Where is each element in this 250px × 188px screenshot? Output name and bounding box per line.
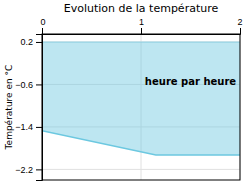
plot: 0.2 −0.6 −1.4 −2.2 0 1 2 heure par heure	[15, 17, 242, 181]
tick: 0.2	[20, 37, 42, 47]
tick-mark	[36, 84, 42, 85]
chart: 0.2 −0.6 −1.4 −2.2 0 1 2 heure par heure Evoluti…	[0, 0, 250, 188]
tick-label: −1.4	[15, 122, 33, 132]
tick-label: −2.2	[15, 165, 33, 175]
tick-mark	[36, 127, 42, 128]
tick: −0.6	[15, 80, 42, 90]
axis-line	[43, 28, 241, 35]
tick: 1	[139, 17, 144, 34]
tick-mark	[36, 42, 42, 43]
grid-line	[42, 41, 240, 42]
x-axis: 0 1 2	[41, 17, 243, 35]
tick-mark	[240, 28, 241, 34]
tick: 2	[237, 17, 242, 34]
tick-label: 2	[237, 17, 242, 27]
tick-mark	[36, 169, 42, 170]
marks	[42, 42, 240, 155]
tick-mark	[42, 28, 43, 34]
area	[42, 42, 240, 155]
tick-label: −0.6	[15, 80, 33, 90]
axis-line	[36, 35, 43, 181]
tick-label: 0	[41, 17, 46, 27]
y-axis-title: Température en °C	[4, 65, 14, 151]
tick: 0	[41, 17, 46, 34]
tick: −1.4	[15, 122, 42, 132]
tick-label: 0.2	[20, 37, 33, 47]
tick-label: 1	[139, 17, 144, 27]
frame	[42, 34, 240, 180]
line	[42, 131, 240, 155]
area-top	[42, 41, 240, 42]
tick: −2.2	[15, 165, 42, 175]
y-axis: 0.2 −0.6 −1.4 −2.2	[15, 35, 42, 181]
grid	[42, 34, 240, 180]
title: Evolution de la température	[64, 2, 219, 15]
tick-mark	[141, 28, 142, 34]
annotation: heure par heure	[145, 76, 236, 87]
